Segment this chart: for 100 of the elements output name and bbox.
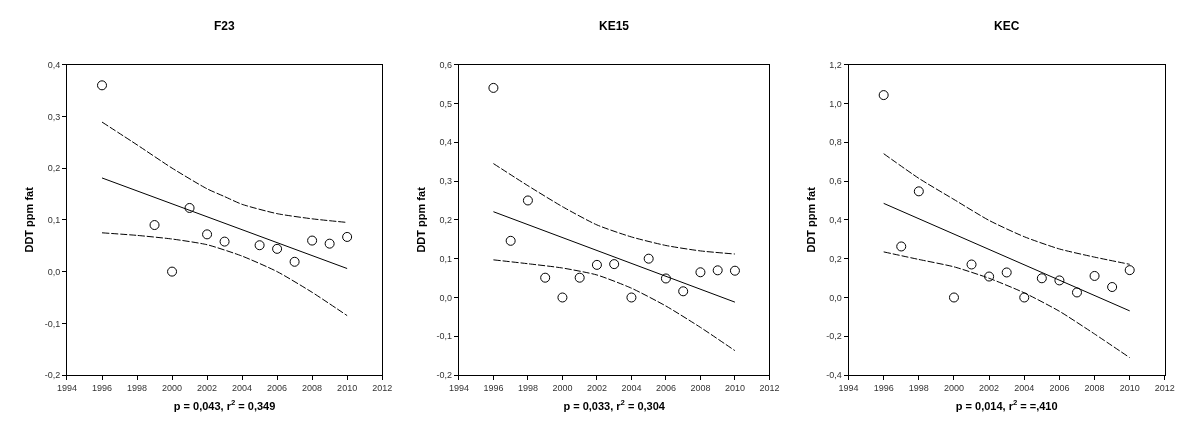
x-tick-label: 2006 xyxy=(655,382,676,393)
y-tick-label: -0,2 xyxy=(826,331,842,342)
point xyxy=(591,259,602,270)
x-axis-title: p = 0,033, r$^{2}$ = 0,304 xyxy=(563,398,666,413)
point xyxy=(488,82,499,93)
y-tick-label: 0,4 xyxy=(439,137,453,148)
y-tick-label: 0,0 xyxy=(829,292,842,303)
y-tick-label: 0,2 xyxy=(829,253,842,264)
point xyxy=(729,265,740,276)
x-tick-label: 2010 xyxy=(1119,382,1140,393)
x-tick-label: 2000 xyxy=(552,382,573,393)
y-tick-label: -0,2 xyxy=(436,370,453,381)
x-tick-label: 1994 xyxy=(448,382,469,393)
point xyxy=(1089,270,1100,281)
point xyxy=(97,80,108,91)
point xyxy=(948,292,959,303)
point xyxy=(167,266,178,277)
y-tick-label: 0,1 xyxy=(439,253,453,264)
x-tick-label: 1996 xyxy=(483,382,504,393)
x-tick-label: 2002 xyxy=(979,382,1000,393)
x-tick-label: 1994 xyxy=(838,382,859,393)
point xyxy=(540,272,551,283)
point xyxy=(678,286,689,297)
line-series xyxy=(883,251,1131,359)
line-series xyxy=(101,232,348,317)
y-tick-label: 0,2 xyxy=(47,163,61,174)
y-tick-label: 0,3 xyxy=(439,176,453,187)
x-tick-label: 2010 xyxy=(724,382,745,393)
x-tick-label: 1998 xyxy=(127,382,148,393)
y-tick-label: 1,2 xyxy=(829,59,842,70)
x-tick-label: 2012 xyxy=(1154,382,1175,393)
point xyxy=(984,271,995,282)
point xyxy=(609,259,620,270)
point xyxy=(878,90,889,101)
y-tick-label: 0,2 xyxy=(439,215,453,226)
x-tick-label: 2002 xyxy=(197,382,218,393)
x-tick-label: 1996 xyxy=(91,382,113,393)
point xyxy=(896,241,907,252)
y-tick-label: 0,6 xyxy=(829,176,842,187)
point xyxy=(1071,287,1082,298)
point xyxy=(660,273,671,284)
point xyxy=(202,229,213,240)
x-tick-label: 2010 xyxy=(337,382,358,393)
x-axis-title: p = 0,043, r$^{2}$ = 0,349 xyxy=(173,398,276,413)
point xyxy=(1124,265,1135,276)
y-axis-title: DDT ppm fat xyxy=(23,186,36,253)
x-tick-label: 2006 xyxy=(267,382,288,393)
point xyxy=(966,259,977,270)
point xyxy=(1019,292,1030,303)
point xyxy=(1107,282,1118,293)
y-tick-label: 0,0 xyxy=(439,292,453,303)
point xyxy=(712,265,723,276)
point xyxy=(254,240,265,251)
x-tick-label: 1998 xyxy=(517,382,538,393)
point xyxy=(695,267,706,278)
x-tick-label: 2000 xyxy=(162,382,183,393)
point xyxy=(913,186,924,197)
point xyxy=(289,256,300,267)
y-tick-label: 0,4 xyxy=(47,59,61,70)
point xyxy=(574,272,585,283)
y-axis-title: DDT ppm fat xyxy=(415,186,428,253)
y-tick-label: -0,4 xyxy=(826,370,842,381)
x-tick-label: 2004 xyxy=(232,382,253,393)
x-tick-label: 2000 xyxy=(943,382,964,393)
point xyxy=(1001,267,1012,278)
y-tick-label: 1,0 xyxy=(829,98,842,109)
y-tick-label: 0,1 xyxy=(47,215,61,226)
x-tick-label: 2006 xyxy=(1049,382,1070,393)
y-tick-label: -0,1 xyxy=(436,331,453,342)
x-tick-label: 2002 xyxy=(586,382,607,393)
chart-title: KE15 xyxy=(599,19,630,33)
y-tick-label: -0,2 xyxy=(44,370,61,381)
y-tick-label: 0,5 xyxy=(439,98,453,109)
point xyxy=(626,292,637,303)
x-tick-label: 2008 xyxy=(690,382,711,393)
chart-title: KEC xyxy=(994,19,1020,33)
line-series xyxy=(492,163,736,255)
x-tick-label: 2004 xyxy=(621,382,642,393)
point xyxy=(342,231,353,242)
y-tick-label: 0,4 xyxy=(829,215,842,226)
chart-title: F23 xyxy=(214,19,235,33)
y-axis-title: DDT ppm fat xyxy=(804,186,817,253)
x-axis-title: p = 0,014, r$^{2}$ = =,410 xyxy=(955,398,1058,413)
point xyxy=(505,235,516,246)
point xyxy=(557,292,568,303)
y-tick-label: -0,1 xyxy=(44,318,61,329)
point xyxy=(1036,273,1047,284)
x-tick-label: 2008 xyxy=(302,382,323,393)
point xyxy=(272,243,283,254)
x-tick-label: 2012 xyxy=(759,382,780,393)
x-tick-label: 1998 xyxy=(908,382,929,393)
x-tick-label: 2004 xyxy=(1014,382,1035,393)
point xyxy=(307,235,318,246)
line-series xyxy=(492,259,736,352)
point xyxy=(149,220,160,231)
point xyxy=(184,202,195,213)
y-tick-label: 0,3 xyxy=(47,111,61,122)
x-tick-label: 1996 xyxy=(873,382,894,393)
y-tick-label: 0,0 xyxy=(47,266,61,277)
y-tick-label: 0,8 xyxy=(829,137,842,148)
